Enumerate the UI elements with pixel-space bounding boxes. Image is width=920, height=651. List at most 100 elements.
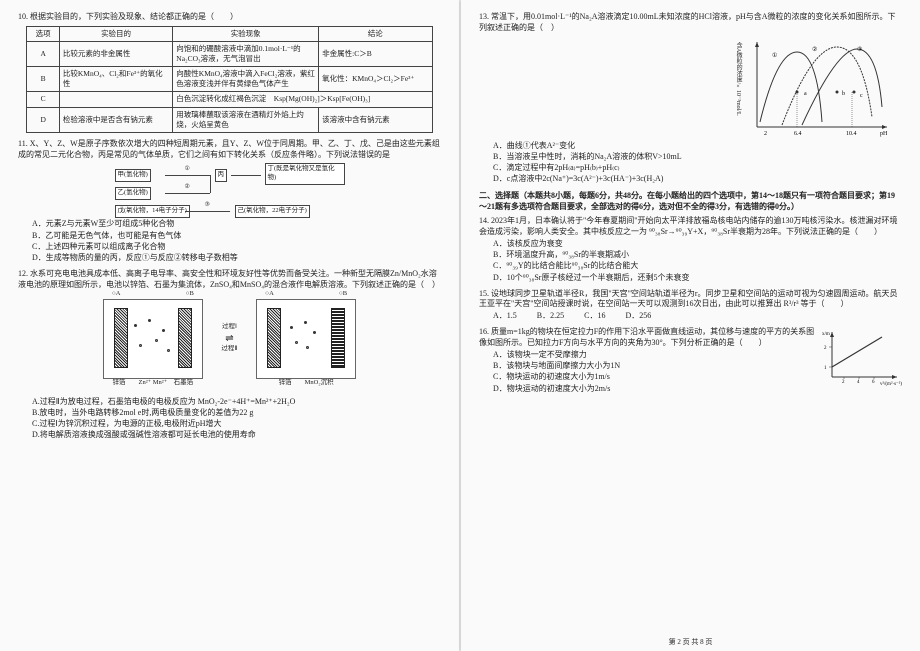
cell: 比较元素的非金属性 [59, 41, 172, 66]
q12-optC: C.过程Ⅰ为锌沉积过程，为电源的正极,电极附近pH增大 [32, 418, 441, 429]
q15-stem: 15. 设地球同步卫星轨道半径R，我国"天宫"空间站轨道半径为r。同步卫星和空间… [479, 289, 902, 311]
page-right: 13. 常温下，用0.01mol·L⁻¹的Na₂A溶液滴定10.00mL未知浓度… [461, 0, 920, 651]
q15-opts: A．1.5 B．2.25 C．16 D．256 [493, 310, 902, 321]
flow-wu: 戊(氧化物，14电子分子) [115, 205, 190, 218]
cell: B [27, 67, 59, 92]
lbl-zn: 锌箔 [113, 379, 126, 386]
mid-labels: 过程Ⅰ ⇌ 过程Ⅱ [209, 323, 249, 354]
q13-optB: B．当溶液呈中性时，消耗的Na₂A溶液的体积V>10mL [493, 151, 902, 162]
cell: 比较KMnO₄、Cl₂和Fe³⁺的氧化性 [59, 67, 172, 92]
cell: 氧化性：KMnO₄＞Cl₂＞Fe³⁺ [319, 67, 432, 92]
q11-opts: A．元素Z与元素W至少可组成5种化合物 B．乙可能是无色气体，也可能是有色气体 … [32, 218, 441, 263]
svg-text:b: b [842, 91, 845, 97]
cell-right: ○A ○B 锌箔 MnO₂沉积 [256, 299, 356, 379]
cell: 用玻璃棒蘸取该溶液在酒精灯外焰上灼烧，火焰呈黄色 [173, 107, 319, 132]
lbl-graphite: 石墨箔 [174, 379, 194, 386]
svg-text:①: ① [772, 52, 777, 59]
svg-text:2: 2 [842, 380, 845, 385]
q16-graph: 1 2 2 4 6 v²/(m²·s⁻²) x/m [822, 327, 902, 387]
lbl-proc2: 过程Ⅱ [209, 345, 249, 354]
svg-text:2: 2 [764, 131, 767, 137]
q12-stem: 12. 水系可充电电池具成本低、高离子电导率、高安全性和环境友好性等优势而备受关… [18, 269, 441, 291]
q12-battery-diagram: ○A ○B 锌箔 Zn²⁺ Mn²⁺ 石墨箔 过程Ⅰ ⇌ 过程Ⅱ [100, 294, 360, 384]
q16: 1 2 2 4 6 v²/(m²·s⁻²) x/m 16. 质量m=1kg的物块… [479, 327, 902, 393]
q14: 14. 2023年1月，日本确认将于"今年春夏期间"开始向太平洋排放福岛核电站内… [479, 216, 902, 282]
flow-bing: 丙 [215, 169, 228, 182]
table-row: C 白色沉淀转化成红褐色沉淀 Ksp[Mg(OH)₂]＞Ksp[Fe(OH)₃] [27, 92, 432, 107]
q15: 15. 设地球同步卫星轨道半径R，我国"天宫"空间站轨道半径为r。同步卫星和空间… [479, 289, 902, 322]
q12-opts: A.过程Ⅱ为放电过程，石墨箔电极的电极反应为 MnO₂-2e⁻+4H⁺=Mn²⁺… [32, 396, 441, 441]
q15-optC: C．16 [584, 310, 605, 321]
q13-optD: D．c点溶液中2c(Na⁺)=3c(A²⁻)+3c(HA⁻)+3c(H₂A) [493, 173, 902, 184]
svg-text:②: ② [812, 46, 817, 53]
q11-optB: B．乙可能是无色气体，也可能是有色气体 [32, 230, 441, 241]
cell: 向酸性KMnO₄溶液中滴入FeCl₂溶液，紫红色溶液变浅并伴有黄绿色气体产生 [173, 67, 319, 92]
q13-ylabel: 含A微粒的浓度/×10⁻³mol/L [734, 42, 742, 116]
table-row: D 检验溶液中是否含有钠元素 用玻璃棒蘸取该溶液在酒精灯外焰上灼烧，火焰呈黄色 … [27, 107, 432, 132]
cell: 非金属性:C＞B [319, 41, 432, 66]
table-row: A 比较元素的非金属性 向饱和的硼酸溶液中滴加0.1mol·L⁻¹的Na₂CO₃… [27, 41, 432, 66]
cell-left: ○A ○B 锌箔 Zn²⁺ Mn²⁺ 石墨箔 [103, 299, 203, 379]
cell: A [27, 41, 59, 66]
q14-optB: B．环境温度升高，⁹⁰₃₈Sr的半衰期减小 [493, 249, 902, 260]
section2-header: 二、选择题（本题共8小题，每题6分，共48分。在每小题给出的四个选项中，第14～… [479, 190, 902, 212]
lbl-proc1: 过程Ⅰ [209, 323, 249, 332]
th-opt: 选项 [27, 26, 59, 41]
svg-text:1: 1 [824, 366, 827, 371]
q15-optA: A．1.5 [493, 310, 517, 321]
svg-text:10.4: 10.4 [846, 131, 857, 137]
q11-optD: D．生成等物质的量的丙，反应①与反应②转移电子数相等 [32, 252, 441, 263]
q13-curve-diagram: 2 6.4 10.4 pH ① ② ③ a b c 含A微粒的浓度/×10⁻³m… [742, 37, 892, 137]
q12-optA: A.过程Ⅱ为放电过程，石墨箔电极的电极反应为 MnO₂-2e⁻+4H⁺=Mn²⁺… [32, 396, 441, 407]
q13-opts: A．曲线①代表A²⁻变化 B．当溶液呈中性时，消耗的Na₂A溶液的体积V>10m… [493, 140, 902, 185]
q14-optC: C．⁹⁰₃₉Y的比结合能比⁹⁰₃₈Sr的比结合能大 [493, 260, 902, 271]
q13-stem: 13. 常温下，用0.01mol·L⁻¹的Na₂A溶液滴定10.00mL未知浓度… [479, 12, 902, 34]
q14-optA: A．该核反应为衰变 [493, 238, 902, 249]
svg-text:c: c [860, 93, 863, 99]
lbl-ob: ○B [186, 290, 194, 299]
q11-flow-diagram: 甲(氢化物) 乙(氢化物) 丙 丁(既是氧化物又是氢化物) 戊(氧化物，14电子… [115, 163, 345, 215]
q13-optC: C．滴定过程中有2pH₍a₎=pH₍b₎+pH₍c₎ [493, 162, 902, 173]
th-purpose: 实验目的 [59, 26, 172, 41]
cell: 该溶液中含有钠元素 [319, 107, 432, 132]
table-row: B 比较KMnO₄、Cl₂和Fe³⁺的氧化性 向酸性KMnO₄溶液中滴入FeCl… [27, 67, 432, 92]
cell [59, 92, 172, 107]
q11-optC: C．上述四种元素可以组成离子化合物 [32, 241, 441, 252]
q15-optB: B．2.25 [537, 310, 564, 321]
svg-text:a: a [804, 91, 807, 97]
lbl-oa: ○A [112, 290, 121, 299]
q14-opts: A．该核反应为衰变 B．环境温度升高，⁹⁰₃₈Sr的半衰期减小 C．⁹⁰₃₉Y的… [493, 238, 902, 283]
cell: 白色沉淀转化成红褐色沉淀 Ksp[Mg(OH)₂]＞Ksp[Fe(OH)₃] [173, 92, 432, 107]
q12: 12. 水系可充电电池具成本低、高离子电导率、高安全性和环境友好性等优势而备受关… [18, 269, 441, 440]
q11-stem: 11. X、Y、Z、W是原子序数依次增大的四种短周期元素，且Y、Z、W位于同周期… [18, 139, 441, 161]
q12-optD: D.将电解质溶液换成强酸或强碱性溶液都可延长电池的使用寿命 [32, 429, 441, 440]
q10: 10. 根据实验目的，下列实验及现象、结论都正确的是（ ） 选项 实验目的 实验… [18, 12, 441, 133]
svg-text:v²/(m²·s⁻²): v²/(m²·s⁻²) [880, 381, 902, 387]
q11: 11. X、Y、Z、W是原子序数依次增大的四种短周期元素，且Y、Z、W位于同周期… [18, 139, 441, 263]
svg-text:pH: pH [880, 131, 888, 137]
th-phenom: 实验现象 [173, 26, 319, 41]
q15-optD: D．256 [625, 310, 651, 321]
svg-text:6.4: 6.4 [794, 131, 802, 137]
lbl-ob2: ○B [339, 290, 347, 299]
svg-text:2: 2 [824, 346, 827, 351]
flow-ji: 己(氧化物，22电子分子) [235, 205, 310, 218]
q10-stem: 10. 根据实验目的，下列实验及现象、结论都正确的是（ ） [18, 12, 441, 23]
cell: C [27, 92, 59, 107]
flow-jia: 甲(氢化物) [115, 169, 151, 182]
lbl-oa2: ○A [265, 290, 274, 299]
svg-text:x/m: x/m [822, 332, 830, 337]
page-left: 10. 根据实验目的，下列实验及现象、结论都正确的是（ ） 选项 实验目的 实验… [0, 0, 459, 651]
svg-text:6: 6 [872, 380, 875, 385]
cell: 向饱和的硼酸溶液中滴加0.1mol·L⁻¹的Na₂CO₃溶液，无气泡冒出 [173, 41, 319, 66]
th-conc: 结论 [319, 26, 432, 41]
svg-text:4: 4 [857, 380, 860, 385]
page-footer: 第 2 页 共 8 页 [461, 637, 920, 647]
svg-text:③: ③ [857, 46, 862, 53]
lbl-ions: Zn²⁺ Mn²⁺ [139, 379, 168, 386]
cell: D [27, 107, 59, 132]
flow-yi: 乙(氢化物) [115, 187, 151, 200]
q13-optA: A．曲线①代表A²⁻变化 [493, 140, 902, 151]
q10-table: 选项 实验目的 实验现象 结论 A 比较元素的非金属性 向饱和的硼酸溶液中滴加0… [26, 26, 432, 133]
lbl-right-cell: 锌箔 MnO₂沉积 [257, 379, 355, 388]
